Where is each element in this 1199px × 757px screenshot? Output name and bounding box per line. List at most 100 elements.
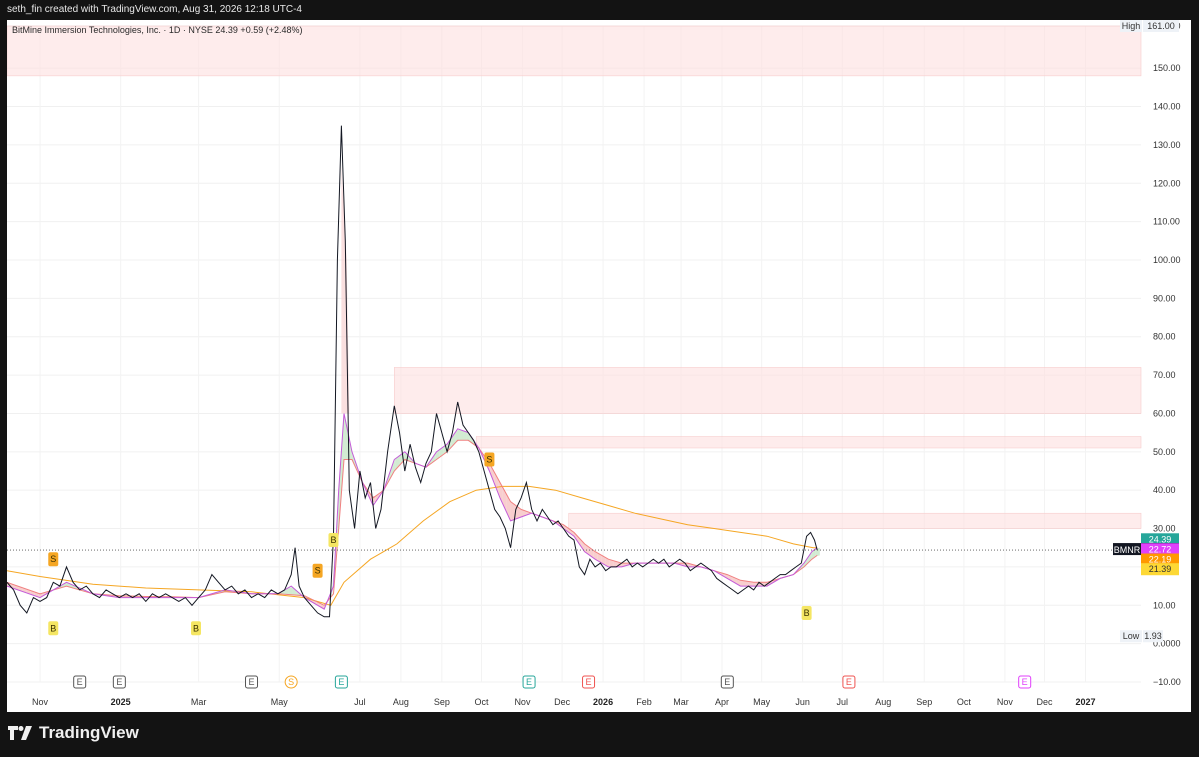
ema-cloud-segment	[284, 587, 289, 595]
buy-signal-label: B	[804, 608, 810, 618]
y-tick-label: 70.00	[1153, 370, 1176, 380]
x-tick-label: Nov	[32, 697, 49, 707]
earnings-event-marker[interactable]	[245, 675, 259, 689]
ema-cloud-segment	[340, 413, 345, 512]
ema-cloud-segment	[462, 430, 467, 441]
earnings-event-marker[interactable]	[112, 675, 126, 689]
y-tick-label: 40.00	[1153, 485, 1176, 495]
y-tick-label: −10.00	[1153, 677, 1181, 687]
event-marker-label: E	[846, 677, 852, 687]
earnings-event-marker[interactable]	[842, 675, 856, 689]
price-line[interactable]	[7, 125, 818, 618]
ema-cloud-spike	[341, 164, 350, 414]
sell-signal-label: S	[50, 554, 56, 564]
low-value-bg	[1143, 630, 1163, 643]
ema-cloud-segment	[609, 559, 614, 567]
ema-cloud-segment	[288, 587, 293, 595]
x-tick-label: Aug	[875, 697, 891, 707]
ema-cloud-segment	[526, 511, 531, 516]
resistance-zone	[394, 367, 1142, 414]
earnings-event-marker[interactable]	[582, 675, 596, 689]
x-tick-label: Dec	[554, 697, 571, 707]
symbol-title[interactable]: BitMine Immersion Technologies, Inc. · 1…	[12, 25, 303, 35]
tradingview-logo[interactable]: TradingView	[8, 723, 139, 743]
ema-cloud-segment	[312, 599, 317, 605]
sma-long-line[interactable]	[7, 485, 818, 606]
ema-cloud-segment	[292, 587, 297, 596]
buy-signal[interactable]	[48, 621, 59, 636]
buy-signal-label: B	[330, 535, 336, 545]
x-tick-label: 2026	[593, 697, 613, 707]
ema-cloud-segment	[459, 429, 463, 441]
ema-cloud-segment	[601, 555, 606, 566]
x-tick-label: Feb	[636, 697, 652, 707]
price-chart[interactable]: S B B S B S B 161.00 150.00 140.00 130.00 120.00 110…	[7, 20, 1191, 712]
earnings-event-marker[interactable]	[522, 675, 536, 689]
ema-cloud-segment	[391, 458, 396, 476]
x-tick-label: May	[753, 697, 771, 707]
split-event-marker[interactable]	[284, 675, 298, 689]
ema-cloud-segment	[570, 529, 574, 537]
ema-cloud-segment	[744, 580, 749, 587]
ema-cloud-segment	[566, 526, 571, 534]
y-tick-label: 0.0000	[1153, 639, 1181, 649]
ema-cloud-segment	[494, 472, 499, 495]
x-tick-label: Sep	[916, 697, 932, 707]
event-marker-label: E	[586, 677, 592, 687]
y-tick-label: 90.00	[1153, 293, 1176, 303]
high-value-bg	[1143, 20, 1179, 32]
earnings-event-marker[interactable]	[73, 675, 87, 689]
ema-cloud-segment	[522, 509, 527, 517]
sell-signal[interactable]	[312, 563, 323, 578]
event-marker-label: S	[288, 677, 294, 687]
buy-signal[interactable]	[801, 605, 812, 620]
earnings-event-marker[interactable]	[1018, 675, 1032, 689]
event-marker-label: E	[724, 677, 730, 687]
ema-cloud-segment	[748, 581, 753, 587]
last-price-tag-bg	[1141, 533, 1179, 546]
low-value: 1.93	[1144, 631, 1162, 641]
y-tick-label: 110.00	[1153, 217, 1180, 227]
indicator-price-tag: 21.39	[1149, 564, 1172, 574]
indicator-price-tag-bg	[1141, 543, 1179, 556]
ema-cloud-segment	[562, 524, 567, 531]
chart-panel[interactable]: S B B S B S B 161.00 150.00 140.00 130.00 120.00 110…	[7, 20, 1191, 712]
x-tick-label: 2025	[111, 697, 131, 707]
ema-cloud-segment	[613, 560, 618, 567]
y-tick-label: 140.00	[1153, 102, 1181, 112]
buy-signal[interactable]	[191, 621, 201, 636]
sell-signal[interactable]	[48, 552, 59, 567]
ema-cloud-segment	[752, 582, 757, 587]
ema-fast-line[interactable]	[7, 413, 818, 610]
sell-signal-label: S	[486, 454, 492, 464]
tradingview-logo-icon	[8, 726, 32, 740]
buy-signal[interactable]	[328, 533, 339, 548]
high-label-bg	[1120, 20, 1142, 32]
resistance-zone	[475, 436, 1142, 449]
y-tick-label: 50.00	[1153, 447, 1176, 457]
earnings-event-marker[interactable]	[720, 675, 734, 689]
x-tick-label: Nov	[514, 697, 531, 707]
resistance-zone	[7, 25, 1142, 77]
attribution-text: seth_fin created with TradingView.com, A…	[7, 4, 302, 15]
event-marker-label: E	[526, 677, 532, 687]
earnings-event-marker[interactable]	[334, 675, 348, 689]
high-label: High	[1122, 21, 1141, 31]
tradingview-logo-text: TradingView	[39, 723, 139, 742]
x-tick-label: Jun	[795, 697, 810, 707]
event-marker-label: E	[338, 677, 344, 687]
x-tick-label: Dec	[1037, 697, 1054, 707]
buy-signal-label: B	[50, 623, 56, 633]
x-tick-label: May	[271, 697, 289, 707]
ema-cloud-segment	[574, 532, 578, 542]
y-tick-label: 150.00	[1153, 63, 1181, 73]
indicator-price-tag-bg	[1141, 563, 1179, 576]
attribution-bar: seth_fin created with TradingView.com, A…	[0, 0, 1199, 20]
footer-bar: TradingView	[0, 712, 1199, 757]
sell-signal[interactable]	[484, 452, 495, 467]
y-tick-label: 130.00	[1153, 140, 1181, 150]
ema-cloud-segment	[593, 550, 598, 561]
low-label-bg	[1120, 630, 1142, 643]
y-tick-label: 10.00	[1153, 600, 1176, 610]
event-marker-label: E	[116, 677, 122, 687]
